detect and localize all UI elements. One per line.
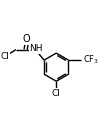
Text: O: O xyxy=(23,34,30,44)
Text: Cl: Cl xyxy=(0,52,9,61)
Text: Cl: Cl xyxy=(52,89,61,98)
Text: CF$_3$: CF$_3$ xyxy=(83,54,100,66)
Text: NH: NH xyxy=(29,44,43,53)
